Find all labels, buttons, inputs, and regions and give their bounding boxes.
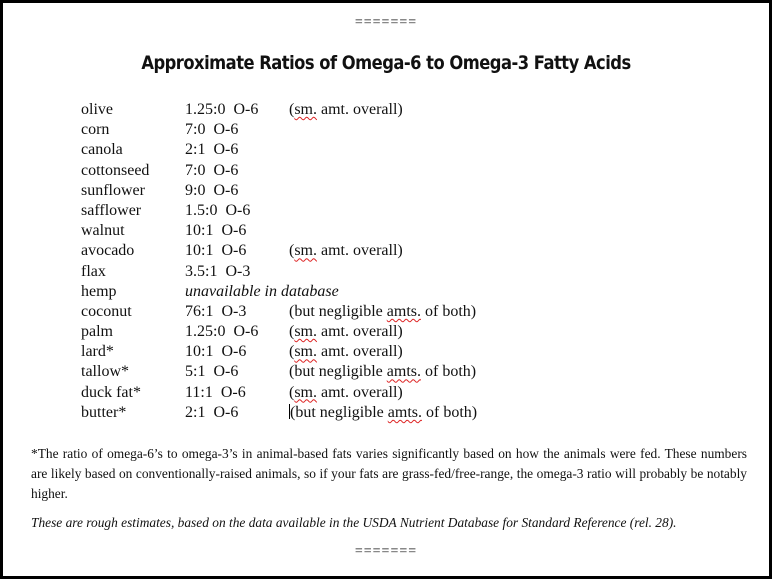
ratio-value: 9:0 O-6: [185, 181, 239, 199]
fat-name: safflower: [81, 201, 142, 219]
ratio-note: (sm. amt. overall): [289, 383, 403, 401]
fat-name: canola: [81, 141, 123, 159]
fat-name: hemp: [81, 282, 117, 300]
table-row: hemp unavailable in database: [81, 282, 641, 302]
ratio-note: [289, 161, 629, 181]
ratio-note: (sm. amt. overall): [289, 101, 403, 118]
ratio-note: (sm. amt. overall): [289, 242, 403, 260]
fat-name: butter*: [81, 403, 127, 421]
ratio-note: [289, 140, 629, 160]
ratio-value: 2:1 O-6: [185, 141, 239, 159]
table-row: avocado 10:1 O-6 (sm. amt. overall): [81, 241, 641, 261]
text-cursor: [289, 403, 290, 419]
ratio-value: unavailable in database: [185, 282, 339, 300]
ratio-note: [289, 201, 629, 221]
document-title: Approximate Ratios of Omega-6 to Omega-3…: [141, 52, 631, 74]
table-row: walnut 10:1 O-6: [81, 221, 641, 241]
footnote: *The ratio of omega-6’s to omega-3’s in …: [31, 446, 747, 501]
fat-name: flax: [81, 262, 106, 280]
separator-bottom: =======: [354, 544, 418, 559]
fat-name: avocado: [81, 242, 135, 260]
ratio-note: (but negligible amts. of both): [289, 403, 478, 421]
ratio-value: 3.5:1 O-3: [185, 262, 251, 280]
ratio-note: [289, 120, 629, 140]
fat-name: palm: [81, 323, 113, 341]
table-row: canola 2:1 O-6: [81, 140, 641, 160]
ratio-note: (sm. amt. overall): [289, 323, 403, 341]
ratio-value: 1.25:0 O-6: [185, 101, 259, 118]
fat-name: coconut: [81, 302, 132, 320]
table-row: butter* 2:1 O-6 (but negligible amts. of b…: [81, 403, 641, 423]
ratio-value: 11:1 O-6: [185, 383, 246, 401]
fat-name: cottonseed: [81, 161, 150, 179]
ratio-value: 7:0 O-6: [185, 161, 239, 179]
ratio-value: 10:1 O-6: [185, 343, 247, 361]
ratio-value: 10:1 O-6: [185, 222, 247, 240]
ratio-note: [289, 181, 629, 201]
ratio-value: 76:1 O-3: [185, 302, 247, 320]
table-row: olive 1.25:0 O-6 (sm. amt. overall): [81, 100, 641, 120]
table-row: flax 3.5:1 O-3: [81, 262, 641, 282]
ratio-table: olive 1.25:0 O-6 (sm. amt. overall) corn 7:0…: [81, 100, 641, 423]
ratio-note: (but negligible amts. of both): [289, 302, 477, 320]
ratio-value: 2:1 O-6: [185, 403, 239, 421]
table-row: corn 7:0 O-6: [81, 120, 641, 140]
ratio-note: [289, 221, 629, 241]
ratio-value: 7:0 O-6: [185, 121, 239, 139]
table-row: duck fat* 11:1 O-6 (sm. amt. overall): [81, 383, 641, 403]
fat-name: lard*: [81, 343, 114, 361]
ratio-value: 1.5:0 O-6: [185, 201, 251, 219]
ratio-note: [289, 282, 629, 302]
fat-name: sunflower: [81, 181, 145, 199]
fat-name: olive: [81, 101, 113, 118]
ratio-value: 5:1 O-6: [185, 363, 239, 381]
table-row: coconut 76:1 O-3 (but negligible amts. of …: [81, 302, 641, 322]
table-row: palm 1.25:0 O-6 (sm. amt. overall): [81, 322, 641, 342]
fat-name: walnut: [81, 222, 125, 240]
source-note: These are rough estimates, based on the …: [31, 515, 677, 530]
fat-name: tallow*: [81, 363, 129, 381]
ratio-note: (but negligible amts. of both): [289, 363, 477, 381]
ratio-note: (sm. amt. overall): [289, 343, 403, 361]
ratio-value: 10:1 O-6: [185, 242, 247, 260]
ratio-note: [289, 262, 629, 282]
fat-name: duck fat*: [81, 383, 141, 401]
fat-name: corn: [81, 121, 110, 139]
table-row: tallow* 5:1 O-6 (but negligible amts. of b…: [81, 362, 641, 382]
separator-top: =======: [354, 15, 418, 30]
table-row: cottonseed 7:0 O-6: [81, 161, 641, 181]
ratio-value: 1.25:0 O-6: [185, 323, 259, 341]
table-row: safflower 1.5:0 O-6: [81, 201, 641, 221]
table-row: lard* 10:1 O-6 (sm. amt. overall): [81, 342, 641, 362]
table-row: sunflower 9:0 O-6: [81, 181, 641, 201]
